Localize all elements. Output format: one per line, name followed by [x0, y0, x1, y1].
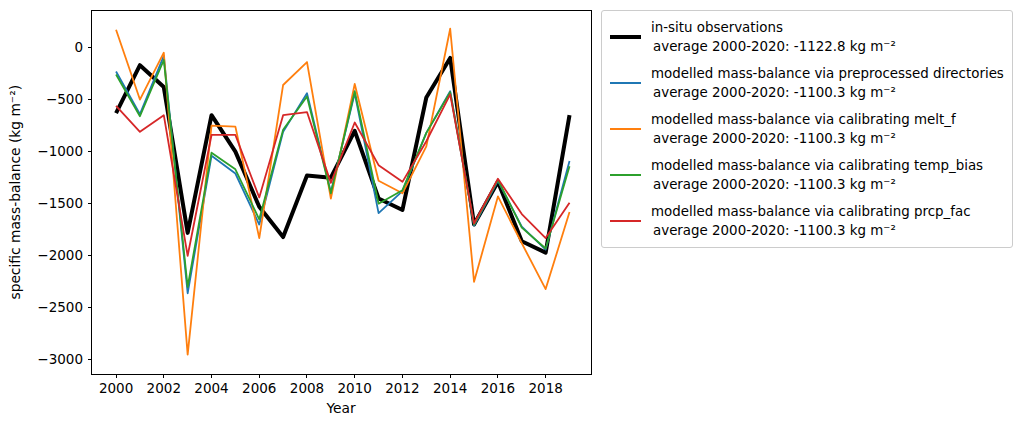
legend-box: in-situ observationsaverage 2000-2020: -…: [601, 10, 1013, 248]
y-tick-label: −2500: [37, 299, 83, 315]
legend-series-name: modelled mass-balance via calibrating te…: [651, 156, 1004, 175]
legend-label-block: in-situ observationsaverage 2000-2020: -…: [651, 18, 1004, 56]
legend-entry-modelled-mass-balance-via-calibrating-melt-f: modelled mass-balance via calibrating me…: [610, 110, 1004, 148]
series-line-modelled-mass-balance-via-calibrating-prcp-fac: [116, 94, 569, 255]
y-tick-label: 0: [74, 39, 83, 55]
legend-series-name: modelled mass-balance via calibrating me…: [651, 110, 1004, 129]
legend-series-name: modelled mass-balance via preprocessed d…: [651, 64, 1004, 83]
x-axis-label: Year: [325, 400, 356, 416]
x-tick-label: 2018: [528, 380, 562, 396]
series-line-in-situ-observations: [116, 58, 569, 253]
legend-series-average: average 2000-2020: -1100.3 kg m⁻²: [651, 83, 1004, 102]
x-tick-label: 2004: [194, 380, 228, 396]
y-tick-label: −2000: [37, 247, 83, 263]
legend-line-sample-in-situ-observations: [610, 35, 641, 39]
x-tick-label: 2012: [385, 380, 419, 396]
legend-series-name: in-situ observations: [651, 18, 1004, 37]
x-tick-label: 2010: [338, 380, 372, 396]
legend-series-average: average 2000-2020: -1100.3 kg m⁻²: [651, 221, 1004, 240]
legend-series-average: average 2000-2020: -1100.3 kg m⁻²: [651, 175, 1004, 194]
y-tick-label: −1000: [37, 143, 83, 159]
figure: 2000 2002 2004 2006 2008 2010 2012 2014 2016 2018…: [0, 0, 1022, 432]
x-tick-label: 2016: [481, 380, 515, 396]
legend-line-sample-modelled-mass-balance-via-preprocessed-directories: [610, 82, 641, 84]
legend-label-block: modelled mass-balance via calibrating te…: [651, 156, 1004, 194]
legend-entry-in-situ-observations: in-situ observationsaverage 2000-2020: -…: [610, 18, 1004, 56]
x-tick-label: 2000: [99, 380, 133, 396]
x-tick-label: 2008: [290, 380, 324, 396]
legend-series-average: average 2000-2020: -1100.3 kg m⁻²: [651, 129, 1004, 148]
series-line-modelled-mass-balance-via-calibrating-temp-bias: [116, 60, 569, 287]
y-tick-label: −3000: [37, 351, 83, 367]
legend-label-block: modelled mass-balance via calibrating pr…: [651, 202, 1004, 240]
legend-entry-modelled-mass-balance-via-calibrating-temp-bias: modelled mass-balance via calibrating te…: [610, 156, 1004, 194]
legend-series-name: modelled mass-balance via calibrating pr…: [651, 202, 1004, 221]
x-tick-label: 2006: [242, 380, 276, 396]
legend-label-block: modelled mass-balance via preprocessed d…: [651, 64, 1004, 102]
legend-series-average: average 2000-2020: -1122.8 kg m⁻²: [651, 37, 1004, 56]
legend-entry-modelled-mass-balance-via-calibrating-prcp-fac: modelled mass-balance via calibrating pr…: [610, 202, 1004, 240]
legend-entry-modelled-mass-balance-via-preprocessed-directories: modelled mass-balance via preprocessed d…: [610, 64, 1004, 102]
legend-line-sample-modelled-mass-balance-via-calibrating-melt-f: [610, 128, 641, 130]
y-axis-label: specific mass-balance (kg m⁻²): [7, 85, 23, 300]
x-tick-label: 2014: [433, 380, 467, 396]
legend-line-sample-modelled-mass-balance-via-calibrating-prcp-fac: [610, 220, 641, 222]
y-tick-label: −500: [46, 91, 83, 107]
y-tick-label: −1500: [37, 195, 83, 211]
x-tick-label: 2002: [147, 380, 181, 396]
legend-label-block: modelled mass-balance via calibrating me…: [651, 110, 1004, 148]
legend-line-sample-modelled-mass-balance-via-calibrating-temp-bias: [610, 174, 641, 176]
axes-box: [91, 10, 591, 375]
